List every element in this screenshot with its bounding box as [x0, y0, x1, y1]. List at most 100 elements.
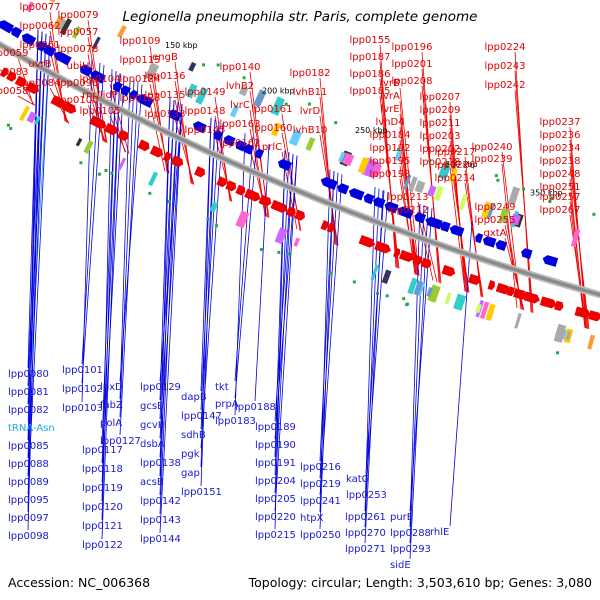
bottom-gene-label: lpp0121: [82, 521, 123, 532]
reverse-gene: [337, 183, 350, 195]
reverse-gene: [53, 51, 72, 66]
feature-box: [587, 334, 596, 350]
feature-box: [570, 228, 581, 248]
feature-box: [25, 1, 35, 13]
top-leader-line: [109, 83, 130, 155]
top-gene-label: lpp0059: [0, 48, 28, 59]
feature-box: [408, 176, 418, 193]
top-gene-label: lpp0192: [370, 143, 411, 154]
feature-box: [59, 18, 72, 36]
reverse-gene: [397, 206, 414, 219]
forward-gene: [513, 288, 528, 300]
marker: [167, 200, 171, 204]
feature-box: [185, 83, 198, 99]
marker: [592, 212, 596, 216]
top-gene-label: lpp0077: [20, 2, 61, 13]
top-gene-label: lpp0133: [145, 109, 186, 120]
forward-gene: [89, 115, 107, 130]
bottom-leader-line: [119, 80, 135, 418]
bottom-leader-line: [200, 119, 216, 487]
top-gene-label: lpp0149: [185, 87, 226, 98]
top-gene-label: lpp0109: [120, 36, 161, 47]
bottom-gene-label: polA: [100, 418, 122, 429]
feature-box: [427, 185, 437, 197]
forward-gene: [587, 310, 600, 322]
top-leader-line: [417, 214, 434, 281]
forward-gene: [5, 70, 17, 82]
top-gene-label: lpp0248: [540, 169, 581, 180]
feature-box: [426, 287, 433, 298]
bottom-gene-label: lpp0089: [8, 477, 49, 488]
bottom-leader-line: [101, 69, 113, 502]
top-leader-line: [174, 118, 195, 185]
reverse-gene: [244, 143, 255, 155]
feature-box: [381, 269, 392, 285]
feature-box: [508, 186, 521, 206]
genome-summary: Topology: circular; Length: 3,503,610 bp…: [248, 575, 592, 590]
feature-box: [238, 85, 249, 97]
feature-box: [479, 301, 490, 320]
forward-gene: [235, 184, 246, 196]
forward-gene: [374, 240, 391, 254]
forward-gene: [294, 209, 305, 221]
bottom-leader-line: [274, 152, 290, 476]
marker: [444, 163, 448, 167]
forward-gene: [137, 139, 150, 152]
bottom-gene-label: lpp0183: [215, 416, 256, 427]
feature-box: [475, 303, 482, 314]
feature-box: [274, 227, 288, 245]
top-gene-label: lvrE: [380, 104, 399, 115]
top-gene-label: lpp0124: [120, 74, 161, 85]
bottom-leader-line: [81, 62, 101, 365]
feature-box: [444, 292, 452, 305]
feature-tracks: [0, 0, 600, 355]
marker: [287, 252, 291, 256]
marker: [385, 294, 389, 298]
feature-box: [553, 323, 567, 343]
top-gene-label: lpp0217: [435, 147, 476, 158]
marker: [148, 191, 152, 195]
top-gene-label: lpp0267: [540, 205, 581, 216]
top-gene-label: lpp0058: [0, 86, 28, 97]
top-gene-label: lpp0238: [540, 156, 581, 167]
feature-box: [26, 111, 38, 124]
forward-gene: [117, 129, 129, 141]
forward-gene: [162, 151, 172, 162]
bottom-gene-label: lpp0142: [140, 496, 181, 507]
marker: [397, 147, 401, 151]
bottom-gene-label: lpp0117: [82, 445, 123, 456]
top-gene-label: lpp0186: [350, 69, 391, 80]
top-gene-label: lpp0214: [435, 173, 476, 184]
bottom-gene-label: lpp0081: [8, 387, 49, 398]
top-gene-label: lpp0105: [80, 106, 121, 117]
marker: [334, 121, 338, 125]
trna-label: tRNA-Asn: [8, 423, 55, 434]
reverse-gene: [0, 20, 15, 34]
top-gene-label: lpp0062: [20, 21, 61, 32]
bottom-gene-label: lpp0270: [345, 528, 386, 539]
bottom-gene-label: lpp0095: [8, 495, 49, 506]
forward-gene: [270, 199, 288, 213]
top-gene-label: lpp0202: [420, 144, 461, 155]
bottom-gene-label: dsbA: [140, 439, 165, 450]
bottom-gene-label: acsB: [140, 477, 164, 488]
map-title: Legionella pneumophila str. Paris, compl…: [122, 9, 478, 25]
reverse-gene: [235, 140, 247, 152]
bottom-gene-label: sidE: [390, 560, 411, 571]
feature-box: [293, 237, 301, 247]
forward-gene: [523, 291, 540, 304]
bottom-gene-label: lpp0138: [140, 458, 181, 469]
bottom-gene-label: sdhB: [181, 430, 206, 441]
genome-backbone: [0, 40, 600, 299]
feature-box: [342, 152, 355, 167]
top-leader-line: [249, 147, 268, 217]
feature-box: [188, 61, 197, 72]
kbp-tick-label: 300 kbp: [445, 160, 478, 169]
forward-gene: [554, 300, 564, 311]
feature-box: [437, 164, 451, 180]
bottom-leader-line: [365, 191, 389, 490]
bottom-gene-label: lpxD: [100, 382, 123, 393]
reverse-gene: [363, 193, 375, 205]
bottom-leader-line: [449, 221, 473, 527]
